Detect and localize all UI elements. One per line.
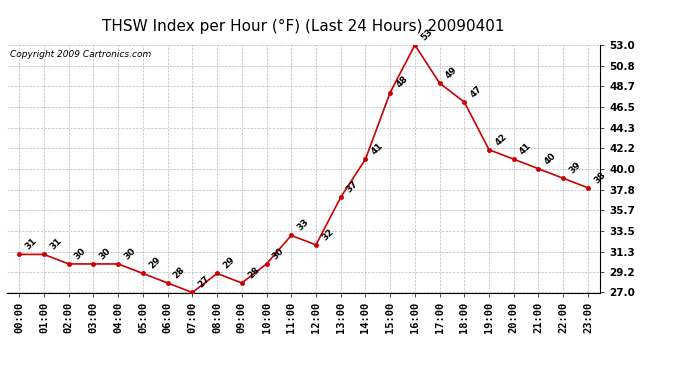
- Text: 27: 27: [197, 274, 212, 290]
- Text: 48: 48: [394, 75, 410, 90]
- Text: 38: 38: [592, 170, 607, 185]
- Text: 33: 33: [295, 217, 310, 232]
- Text: 29: 29: [221, 255, 237, 271]
- Text: 41: 41: [518, 141, 533, 156]
- Text: 28: 28: [246, 265, 261, 280]
- Text: 29: 29: [147, 255, 162, 271]
- Text: THSW Index per Hour (°F) (Last 24 Hours) 20090401: THSW Index per Hour (°F) (Last 24 Hours)…: [102, 19, 505, 34]
- Text: 40: 40: [542, 151, 558, 166]
- Text: 41: 41: [370, 141, 385, 156]
- Text: Copyright 2009 Cartronics.com: Copyright 2009 Cartronics.com: [10, 50, 151, 59]
- Text: 31: 31: [23, 237, 39, 252]
- Text: 42: 42: [493, 132, 509, 147]
- Text: 37: 37: [345, 179, 360, 195]
- Text: 30: 30: [73, 246, 88, 261]
- Text: 30: 30: [270, 246, 286, 261]
- Text: 30: 30: [97, 246, 112, 261]
- Text: 32: 32: [320, 227, 335, 242]
- Text: 28: 28: [172, 265, 187, 280]
- Text: 53: 53: [419, 27, 434, 42]
- Text: 39: 39: [567, 160, 582, 176]
- Text: 31: 31: [48, 237, 63, 252]
- Text: 47: 47: [469, 84, 484, 99]
- Text: 49: 49: [444, 65, 459, 80]
- Text: 30: 30: [122, 246, 137, 261]
